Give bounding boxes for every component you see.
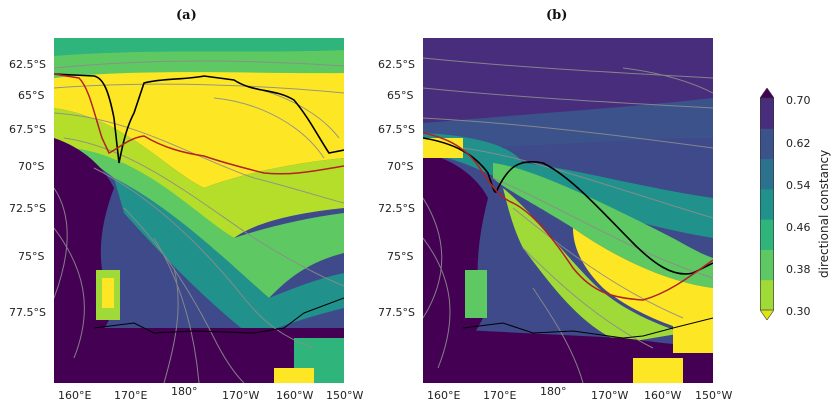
- panel-a-lat-tick: 72.5°S: [9, 202, 46, 215]
- colorbar-tick: 0.46: [786, 221, 811, 234]
- panel-b-title: (b): [546, 8, 568, 23]
- colorbar-title: directional constancy: [817, 149, 831, 278]
- colorbar: [759, 87, 775, 321]
- panel-b-streamlines: [423, 57, 713, 383]
- panel-b-band-lime: [503, 188, 683, 343]
- panel-a-lat-tick: 77.5°S: [9, 306, 46, 319]
- panel-a-lon-tick: 150°W: [326, 389, 364, 402]
- panel-a-lat-tick: 62.5°S: [9, 58, 46, 71]
- panel-a-dark-south: [54, 328, 344, 383]
- panel-b-band-blue: [423, 98, 713, 148]
- panel-a-band-north-cyan: [54, 38, 344, 56]
- panel-b-dark-north: [423, 38, 713, 123]
- panel-a-lon-tick: 160°E: [58, 389, 92, 402]
- panel-b-patch-3: [633, 358, 683, 383]
- panel-a-title: (a): [176, 8, 197, 23]
- panel-a-band-teal: [114, 178, 344, 338]
- panel-b-lon-tick: 150°W: [695, 389, 733, 402]
- panel-b-lat-tick: 72.5°S: [378, 202, 415, 215]
- panel-a-streamlines: [54, 60, 344, 383]
- panel-b-lon-tick: 160°W: [644, 389, 682, 402]
- panel-b-lat-tick: 62.5°S: [378, 58, 415, 71]
- colorbar-segment: [760, 188, 774, 220]
- panel-a-lon-tick: 160°W: [276, 389, 314, 402]
- colorbar-segment: [760, 158, 774, 190]
- colorbar-extend-high: [759, 87, 775, 99]
- panel-b-band-green: [493, 163, 713, 288]
- colorbar-tick: 0.30: [786, 305, 811, 318]
- colorbar-tick: 0.70: [786, 94, 811, 107]
- colorbar-tick: 0.62: [786, 137, 811, 150]
- panel-b-lon-tick: 180°: [540, 385, 567, 398]
- panel-a-lon-tick: 170°E: [114, 389, 148, 402]
- panel-b-dark-west: [423, 153, 488, 383]
- panel-b-lat-tick: 65°S: [387, 89, 414, 102]
- colorbar-extend-low: [759, 309, 775, 321]
- panel-b-lat-tick: 75°S: [387, 250, 414, 263]
- colorbar-tick: 0.38: [786, 263, 811, 276]
- panel-a-lat-tick: 75°S: [18, 250, 45, 263]
- panel-a-lon-tick: 180°: [171, 385, 198, 398]
- colorbar-segment: [760, 98, 774, 129]
- panel-a-band-lime: [54, 108, 344, 238]
- colorbar-graphic: [759, 87, 775, 321]
- panel-b-lon-tick: 170°W: [591, 389, 629, 402]
- panel-b-map: [423, 38, 713, 383]
- panel-a-lat-tick: 65°S: [18, 89, 45, 102]
- panel-b-lon-tick: 170°E: [483, 389, 517, 402]
- panel-b-band-teal: [423, 133, 713, 238]
- panel-a-lat-tick: 67.5°S: [9, 123, 46, 136]
- panel-a-dark-west: [54, 138, 114, 383]
- panel-a-map: [54, 38, 344, 383]
- panel-a-patch-4: [274, 368, 314, 383]
- panel-a-coast: [93, 297, 344, 334]
- panel-a-band-yellow: [54, 72, 344, 188]
- colorbar-segment: [760, 279, 774, 311]
- panel-b-lon-tick: 160°E: [427, 389, 461, 402]
- panel-a-contour-red: [54, 73, 344, 175]
- panel-a-band-green: [74, 148, 344, 298]
- panel-a-contour-black: [54, 73, 344, 164]
- panel-b-lat-tick: 70°S: [387, 160, 414, 173]
- colorbar-tick: 0.54: [786, 179, 811, 192]
- panel-b-contour-black: [423, 137, 713, 275]
- colorbar-segment: [760, 249, 774, 281]
- panel-b-lat-tick: 67.5°S: [378, 123, 415, 136]
- panel-a-patch-2: [102, 278, 114, 308]
- panel-a-lon-tick: 170°W: [222, 389, 260, 402]
- panel-b-contour-red: [423, 132, 713, 301]
- panel-a-lat-tick: 70°S: [18, 160, 45, 173]
- panel-b-band-yellow: [573, 228, 713, 338]
- colorbar-frame: [760, 97, 774, 311]
- colorbar-segment: [760, 219, 774, 250]
- colorbar-segment: [760, 128, 774, 160]
- panel-b-coast: [462, 317, 713, 339]
- panel-b-lat-tick: 77.5°S: [378, 306, 415, 319]
- panel-b-patch-1: [465, 270, 487, 318]
